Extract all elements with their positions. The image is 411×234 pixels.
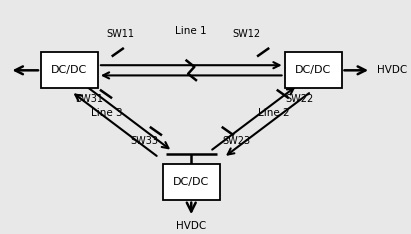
Text: SW12: SW12 xyxy=(232,29,260,39)
FancyBboxPatch shape xyxy=(41,52,98,88)
Text: SW23: SW23 xyxy=(222,136,250,146)
FancyBboxPatch shape xyxy=(284,52,342,88)
Text: Line 3: Line 3 xyxy=(91,108,122,118)
Text: HVDC: HVDC xyxy=(377,65,407,75)
Text: Line 2: Line 2 xyxy=(258,108,290,118)
Text: HVDC: HVDC xyxy=(176,221,206,230)
Text: DC/DC: DC/DC xyxy=(295,65,331,75)
FancyBboxPatch shape xyxy=(163,164,220,200)
Text: SW11: SW11 xyxy=(106,29,134,39)
Text: Line 1: Line 1 xyxy=(175,26,207,36)
Text: DC/DC: DC/DC xyxy=(173,177,209,187)
Text: SW22: SW22 xyxy=(285,94,314,104)
Text: SW33: SW33 xyxy=(130,136,158,146)
Text: SW31: SW31 xyxy=(75,94,103,104)
Text: DC/DC: DC/DC xyxy=(51,65,88,75)
